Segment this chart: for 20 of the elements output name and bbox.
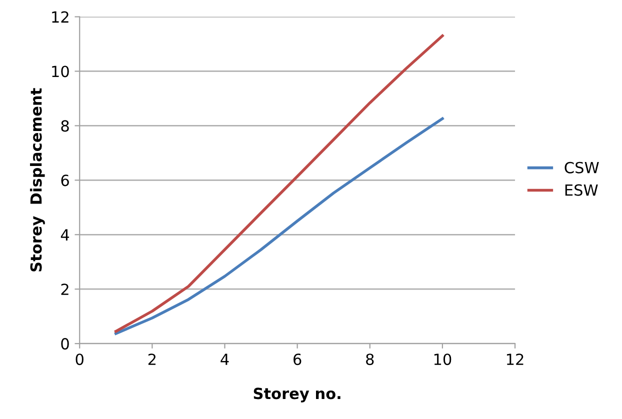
y-axis-title: Storey Displacement xyxy=(30,88,45,272)
x-tick-label: 10 xyxy=(434,354,452,366)
legend-label: CSW xyxy=(564,162,599,174)
x-tick-label: 12 xyxy=(506,354,524,365)
y-tick-label: 4 xyxy=(60,229,70,240)
line-series xyxy=(114,117,444,335)
y-tick-label: 8 xyxy=(61,120,69,132)
x-axis-title: Storey no. xyxy=(254,388,340,402)
x-tick-label: 2 xyxy=(148,354,156,365)
y-tick-label: 2 xyxy=(61,284,68,295)
y-tick-label: 0 xyxy=(61,338,69,350)
x-tick-label: 6 xyxy=(294,354,302,366)
line-series xyxy=(114,34,444,333)
y-tick-label: 6 xyxy=(61,174,69,186)
x-tick-label: 8 xyxy=(366,354,374,366)
y-tick-label: 10 xyxy=(52,66,69,78)
y-tick-label: 12 xyxy=(52,11,68,23)
legend-label: ESW xyxy=(565,184,598,196)
x-tick-label: 0 xyxy=(76,354,84,366)
x-tick-label: 4 xyxy=(220,354,229,365)
